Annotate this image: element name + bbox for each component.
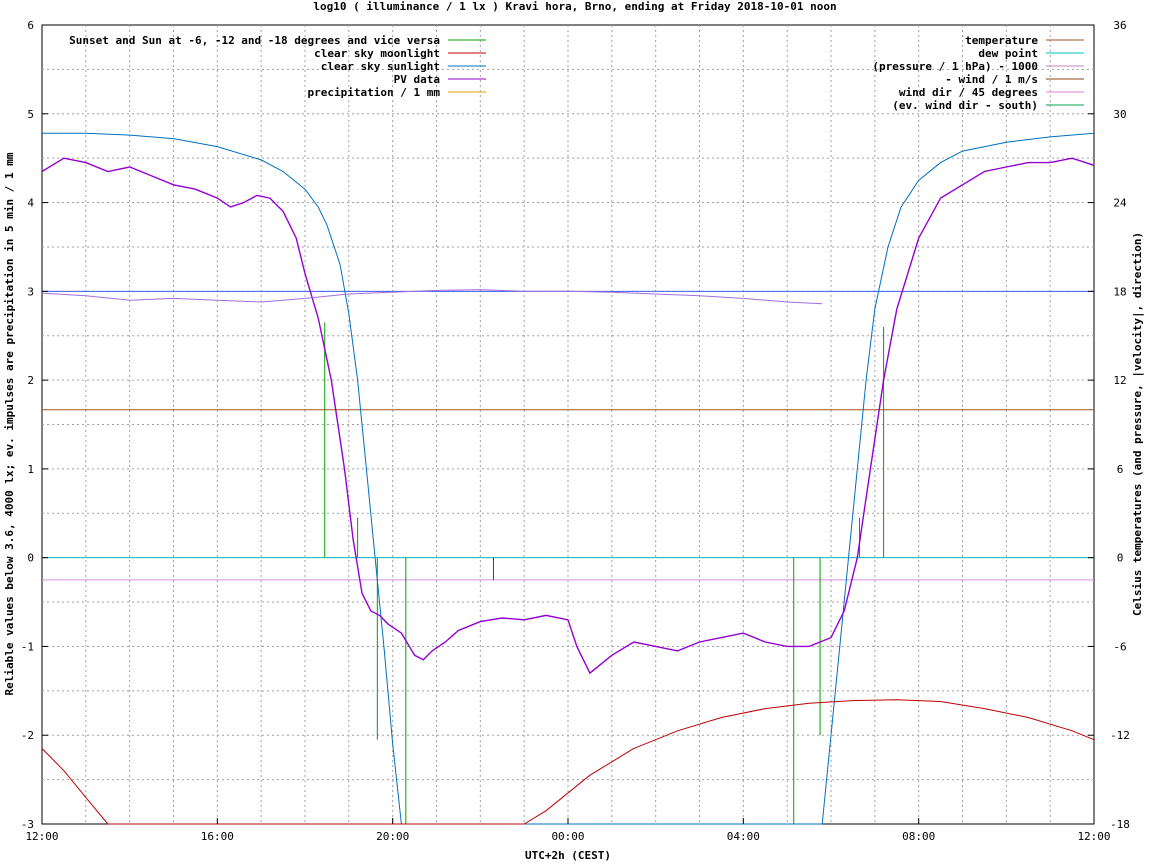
y-right-tick-label: 36 bbox=[1113, 19, 1126, 32]
x-tick-label: 08:00 bbox=[902, 830, 935, 843]
series-line-pv-data bbox=[41, 157, 1095, 675]
legend-label: temperature bbox=[965, 34, 1038, 47]
series-line--pressure-1-hpa-1000 bbox=[41, 289, 823, 305]
legend-label: (pressure / 1 hPa) - 1000 bbox=[872, 60, 1038, 73]
x-tick-label: 00:00 bbox=[551, 830, 584, 843]
y-right-tick-label: 24 bbox=[1113, 197, 1127, 210]
x-tick-label: 04:00 bbox=[727, 830, 760, 843]
y-left-tick-label: -3 bbox=[21, 818, 34, 831]
x-tick-label: 12:00 bbox=[1077, 830, 1110, 843]
legend-label: clear sky moonlight bbox=[314, 47, 440, 60]
y-left-tick-label: 5 bbox=[27, 108, 34, 121]
legend-label: PV data bbox=[394, 73, 440, 86]
chart-title: log10 ( illuminance / 1 lx ) Kravi hora,… bbox=[313, 0, 836, 13]
y-right-tick-label: 18 bbox=[1113, 285, 1126, 298]
y-left-tick-label: 3 bbox=[27, 285, 34, 298]
series-line-clear-sky-moonlight bbox=[41, 699, 1095, 825]
impulse-marks bbox=[324, 322, 885, 824]
legend: Sunset and Sun at -6, -12 and -18 degree… bbox=[69, 34, 1084, 112]
x-tick-label: 16:00 bbox=[201, 830, 234, 843]
y-left-tick-label: 6 bbox=[27, 19, 34, 32]
y-axis-label-right: Celsius temperatures (and pressure, |vel… bbox=[1131, 232, 1144, 616]
y-axis-label-left: Reliable values below 3.6, 4000 lx; ev. … bbox=[3, 152, 16, 695]
y-left-tick-label: 4 bbox=[27, 197, 34, 210]
grid bbox=[42, 25, 1094, 824]
y-right-tick-label: -12 bbox=[1110, 729, 1130, 742]
legend-label: precipitation / 1 mm bbox=[308, 86, 441, 99]
y-left-tick-label: 0 bbox=[27, 552, 34, 565]
y-right-tick-label: 0 bbox=[1117, 552, 1124, 565]
x-axis-label: UTC+2h (CEST) bbox=[525, 849, 611, 862]
y-right-tick-label: 12 bbox=[1113, 374, 1126, 387]
y-left-tick-label: -2 bbox=[21, 729, 34, 742]
legend-label: (ev. wind dir - south) bbox=[892, 99, 1038, 112]
axis-ticks: 12:00 16:00 20:00 00:00 04:00 08:00 12:00-3-2-… bbox=[21, 19, 1130, 843]
y-right-tick-label: -6 bbox=[1113, 640, 1126, 653]
y-left-tick-label: 1 bbox=[27, 463, 34, 476]
y-right-tick-label: 30 bbox=[1113, 108, 1126, 121]
legend-label: wind dir / 45 degrees bbox=[899, 86, 1038, 99]
legend-label: clear sky sunlight bbox=[321, 60, 440, 73]
x-tick-label: 20:00 bbox=[376, 830, 409, 843]
y-right-tick-label: -18 bbox=[1110, 818, 1130, 831]
series-lines bbox=[41, 132, 1095, 825]
y-left-tick-label: 2 bbox=[27, 374, 34, 387]
y-right-tick-label: 6 bbox=[1117, 463, 1124, 476]
legend-label: Sunset and Sun at -6, -12 and -18 degree… bbox=[69, 34, 440, 47]
legend-label: - wind / 1 m/s bbox=[945, 73, 1038, 86]
x-tick-label: 12:00 bbox=[25, 830, 58, 843]
legend-label: dew point bbox=[978, 47, 1038, 60]
y-left-tick-label: -1 bbox=[21, 640, 34, 653]
